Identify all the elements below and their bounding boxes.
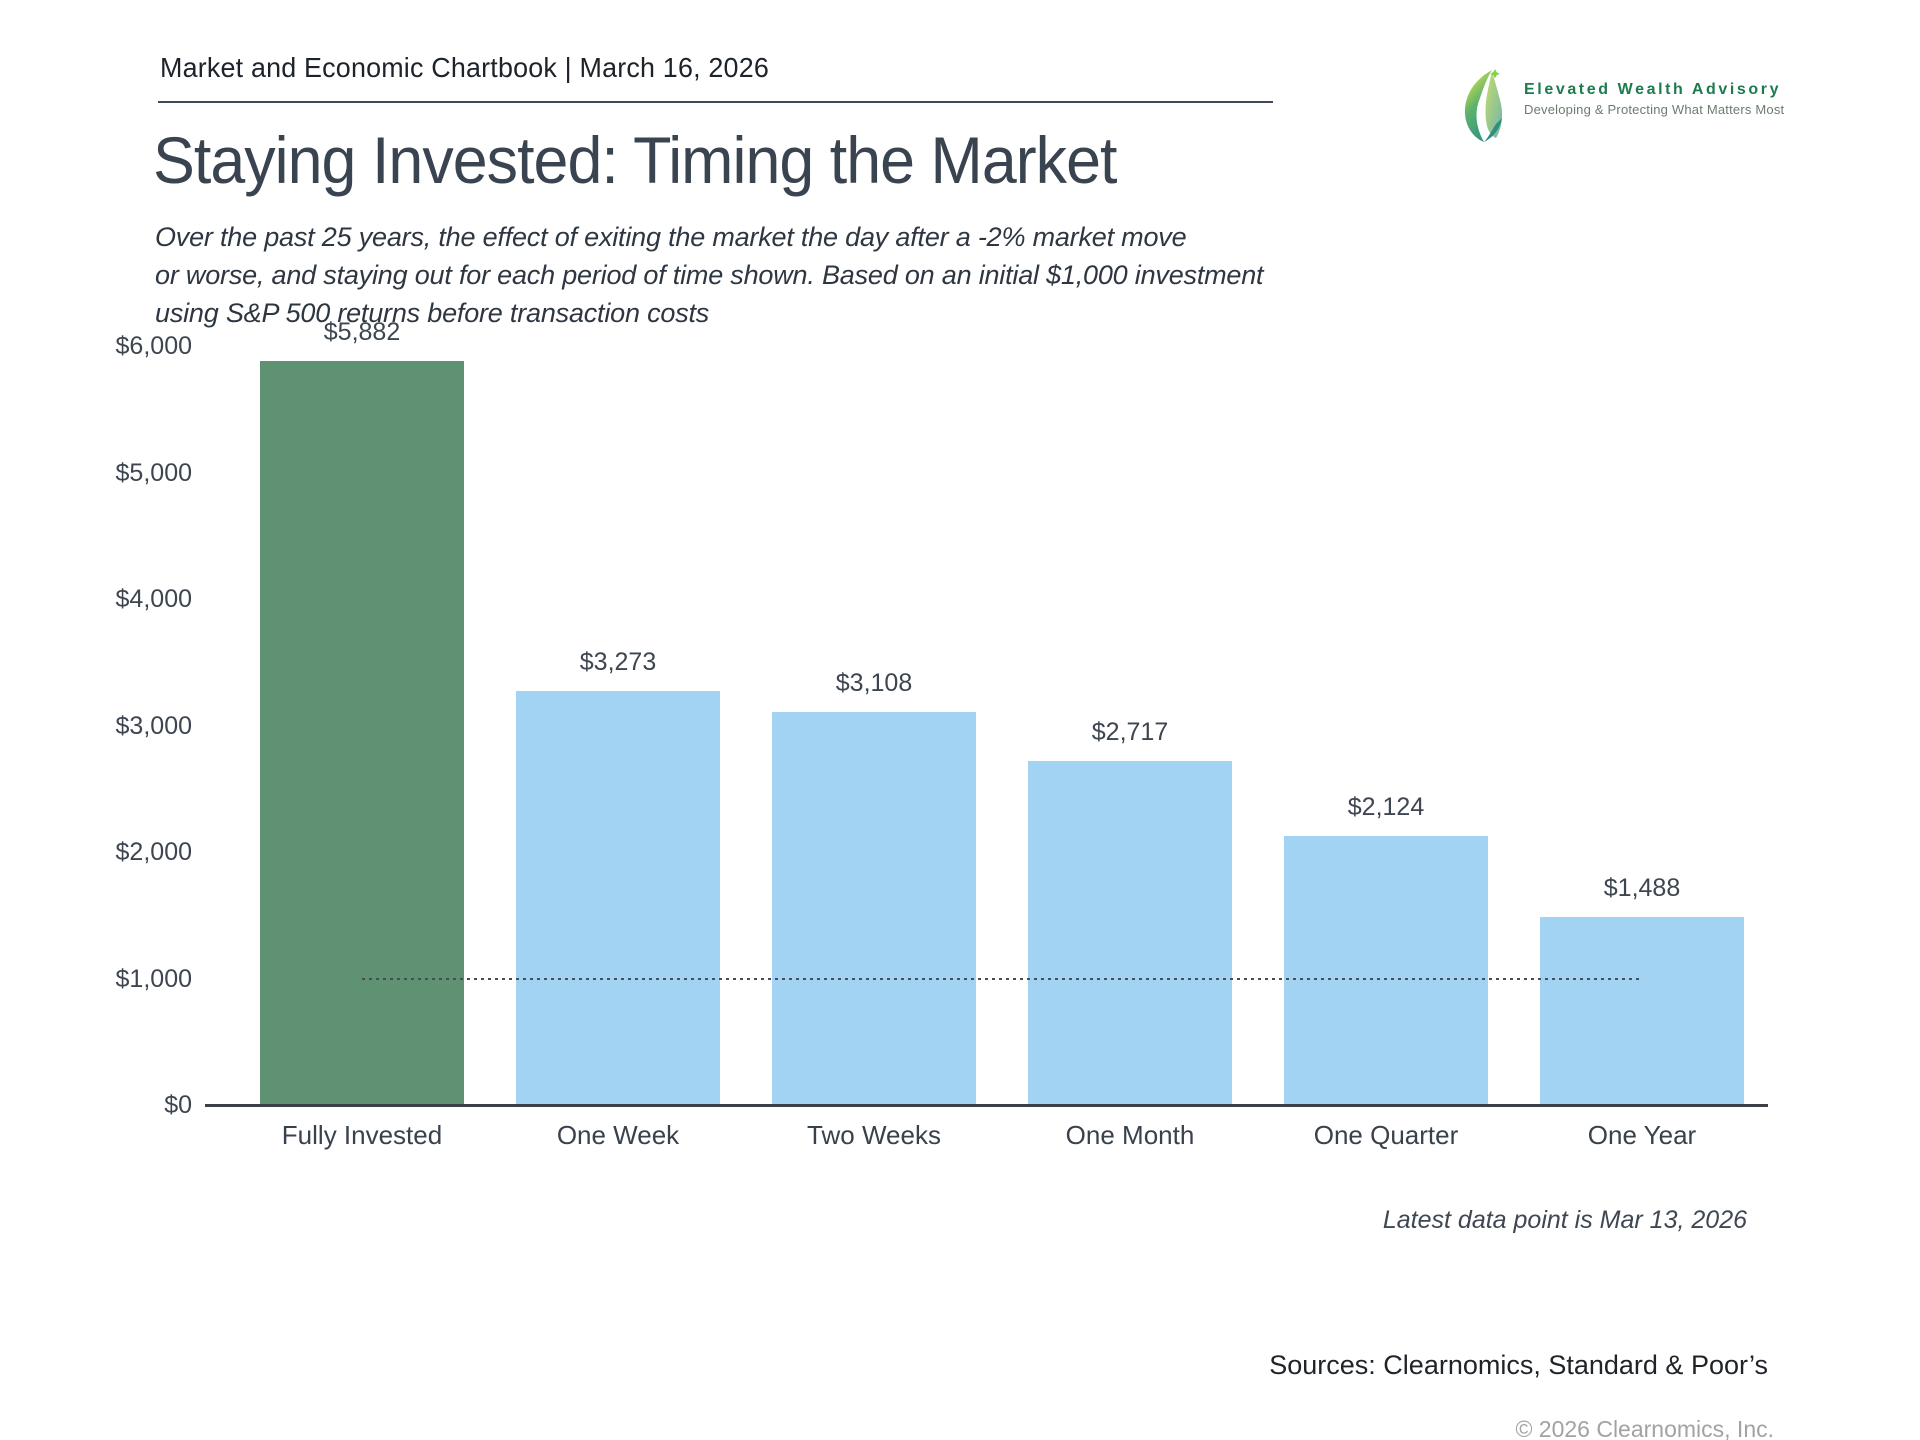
bar: [1284, 836, 1488, 1105]
reference-line-1000: [362, 977, 1642, 980]
y-axis-tick-label: $0: [164, 1091, 192, 1119]
bar: [772, 711, 976, 1105]
latest-data-note: Latest data point is Mar 13, 2026: [1382, 1206, 1747, 1234]
x-axis-label: One Year: [1587, 1120, 1697, 1150]
x-axis-line: [205, 1104, 1768, 1107]
leaf-swoosh-icon: [1464, 69, 1503, 142]
page-subtitle: Over the past 25 years, the effect of ex…: [155, 222, 1264, 328]
bar: [1028, 761, 1232, 1105]
bar-value-label: $3,108: [835, 668, 913, 697]
bar-value-label: $5,882: [323, 317, 401, 346]
bar: [1540, 916, 1744, 1105]
x-axis-label: Two Weeks: [807, 1120, 941, 1150]
copyright-note: © 2026 Clearnomics, Inc.: [1515, 1416, 1774, 1440]
bar: [260, 360, 464, 1105]
bar-value-label: $2,717: [1091, 718, 1169, 747]
bar-value-label: $2,124: [1347, 793, 1425, 822]
y-axis-tick-label: $4,000: [115, 585, 192, 613]
bar-value-label: $3,273: [579, 647, 657, 676]
logo-company-name: Elevated Wealth Advisory: [1524, 81, 1782, 98]
y-axis-tick-label: $6,000: [115, 332, 192, 360]
x-axis-label: One Quarter: [1313, 1120, 1459, 1150]
y-axis-tick-label: $5,000: [115, 458, 192, 487]
sources-note: Sources: Clearnomics, Standard & Poor’s: [1269, 1350, 1768, 1380]
chartbook-header: Market and Economic Chartbook | March 16…: [160, 52, 769, 83]
x-axis-label: One Month: [1065, 1120, 1195, 1150]
y-axis-tick-label: $3,000: [115, 711, 192, 740]
page-title: Staying Invested: Timing the Market: [153, 123, 1117, 197]
header-divider: [158, 101, 1273, 103]
x-axis-label: One Week: [556, 1120, 680, 1150]
company-logo: Elevated Wealth Advisory Developing & Pr…: [1462, 64, 1792, 144]
x-axis-label: Fully Invested: [281, 1120, 443, 1150]
bar-value-label: $1,488: [1603, 873, 1681, 902]
logo-tagline: Developing & Protecting What Matters Mos…: [1524, 102, 1785, 117]
y-axis-tick-label: $1,000: [115, 964, 192, 993]
y-axis-tick-label: $2,000: [115, 838, 192, 866]
bar: [516, 690, 720, 1105]
